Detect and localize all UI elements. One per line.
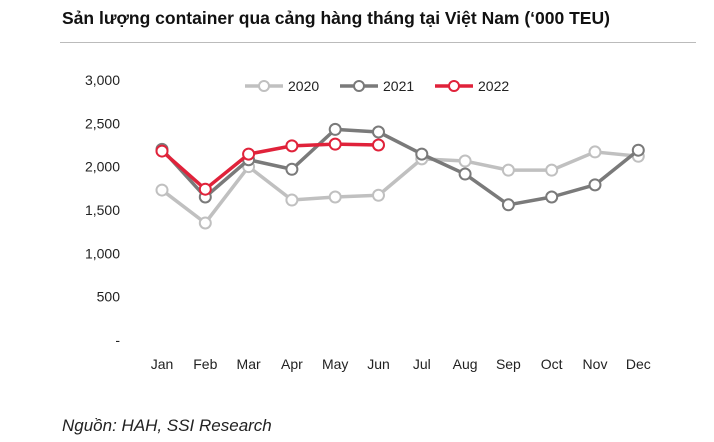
- data-point-2021: [631, 143, 645, 157]
- x-tick-label: Jun: [367, 356, 390, 372]
- data-point-2021: [285, 162, 299, 176]
- data-point-2021: [501, 198, 515, 212]
- x-tick-label: Jan: [151, 356, 174, 372]
- data-point-2021: [545, 190, 559, 204]
- x-tick-label: Mar: [237, 356, 261, 372]
- x-tick-label: Jul: [413, 356, 431, 372]
- data-point-2020: [545, 163, 559, 177]
- series-line-2020: [160, 150, 639, 225]
- data-point-2020: [328, 190, 342, 204]
- y-tick-label: 2,500: [85, 115, 120, 131]
- data-point-2021: [372, 125, 385, 139]
- data-point-2022: [155, 144, 169, 158]
- x-tick-label: Aug: [453, 356, 478, 372]
- data-point-2020: [588, 145, 602, 159]
- legend-label: 2021: [383, 78, 414, 94]
- y-tick-label: 1,500: [85, 202, 120, 218]
- data-point-2021: [328, 122, 342, 136]
- legend-marker-2022: [448, 80, 460, 92]
- data-point-2022: [328, 137, 342, 151]
- source-note: Nguồn: HAH, SSI Research: [62, 416, 272, 435]
- title-divider: [60, 42, 696, 43]
- data-point-2022: [242, 147, 256, 161]
- data-point-2020: [285, 193, 299, 207]
- series-line-2022: [160, 142, 379, 191]
- x-tick-label: Nov: [583, 356, 608, 372]
- y-tick-label: 2,000: [85, 159, 120, 175]
- series-line-2021: [160, 127, 640, 207]
- legend-marker-2020: [258, 80, 270, 92]
- data-point-2021: [458, 167, 472, 181]
- data-point-2022: [372, 138, 385, 152]
- legend-label: 2022: [478, 78, 509, 94]
- y-tick-label: 3,000: [85, 72, 120, 88]
- data-point-2020: [198, 216, 212, 230]
- data-point-2020: [155, 183, 169, 197]
- y-tick-label: 1,000: [85, 245, 120, 261]
- data-point-2020: [501, 163, 515, 177]
- x-tick-label: Feb: [193, 356, 217, 372]
- legend-label: 2020: [288, 78, 319, 94]
- legend-marker-2021: [353, 80, 365, 92]
- x-tick-label: Dec: [626, 356, 651, 372]
- chart-title: Sản lượng container qua cảng hàng tháng …: [62, 8, 610, 28]
- y-tick-label: 500: [97, 289, 121, 305]
- data-point-2020: [372, 188, 385, 202]
- x-tick-label: Sep: [496, 356, 521, 372]
- data-point-2022: [198, 182, 212, 196]
- x-tick-label: Apr: [281, 356, 303, 372]
- x-tick-label: May: [322, 356, 348, 372]
- data-point-2021: [588, 178, 602, 192]
- data-point-2022: [285, 139, 299, 153]
- x-tick-label: Oct: [541, 356, 563, 372]
- data-point-2020: [458, 154, 472, 168]
- data-point-2021: [415, 147, 429, 161]
- y-tick-label: -: [115, 332, 120, 348]
